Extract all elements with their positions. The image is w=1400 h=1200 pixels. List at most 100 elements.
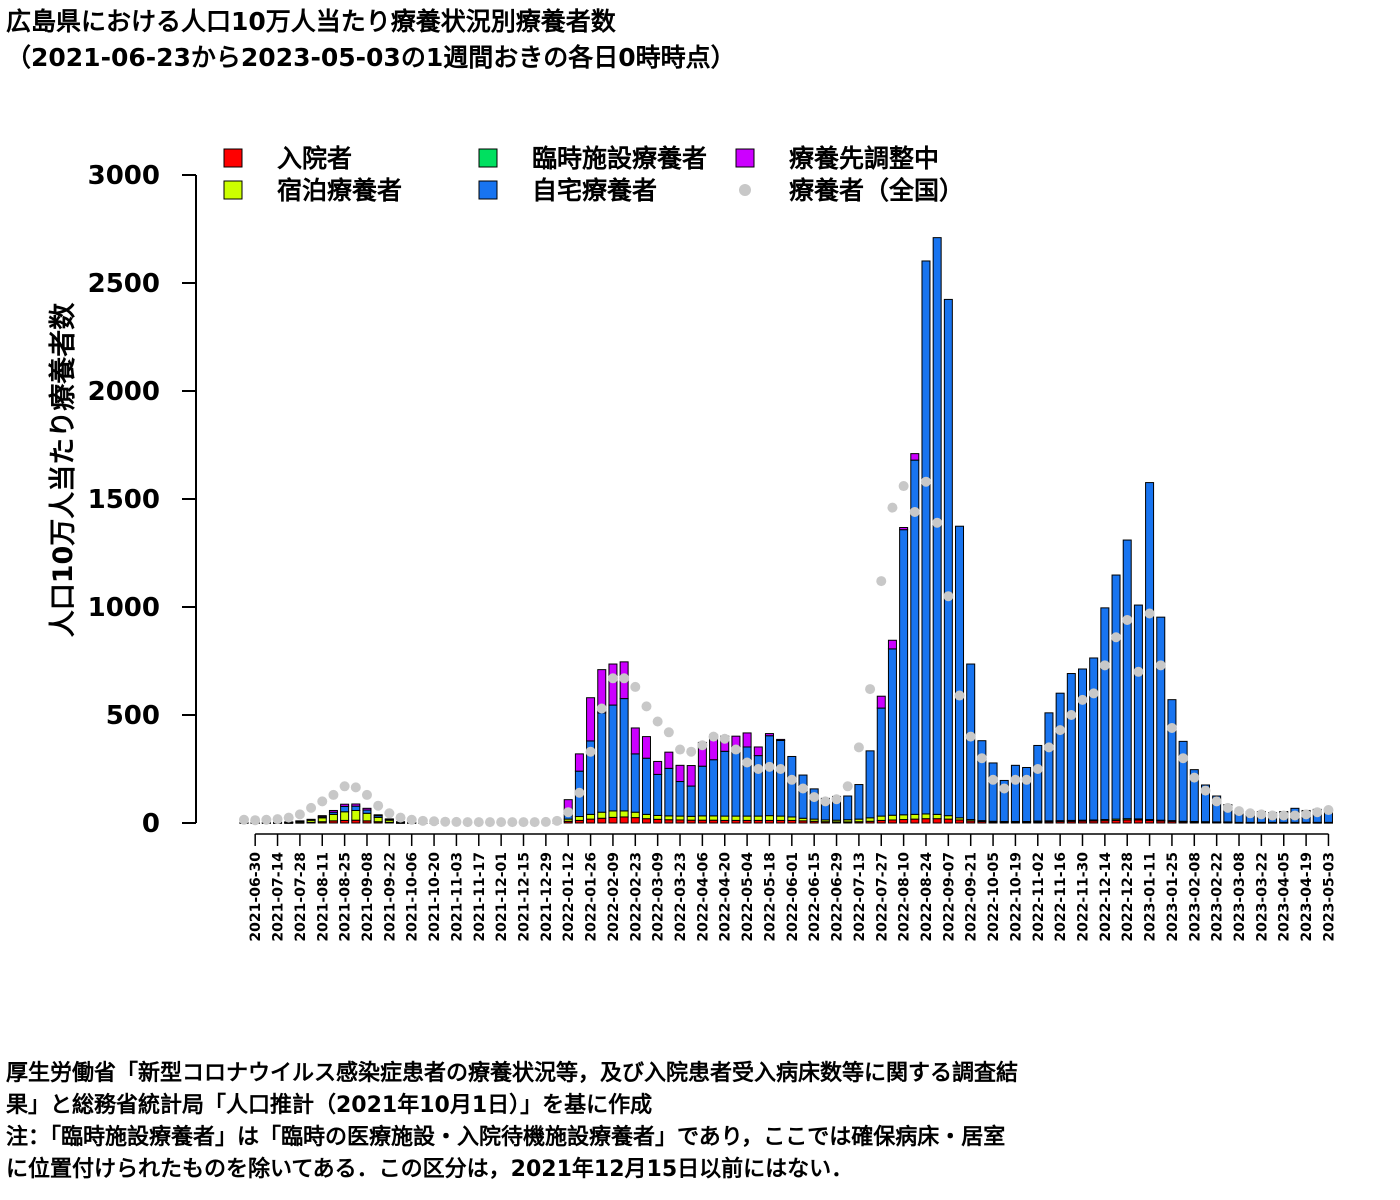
bar-segment bbox=[1100, 607, 1110, 821]
bar-segment bbox=[586, 813, 596, 820]
bar-segment bbox=[697, 815, 707, 821]
bar-segment bbox=[1145, 482, 1155, 821]
bar-segment bbox=[630, 727, 640, 755]
footnote-line-1: 注：「臨時施設療養者」は「臨時の医療施設・入院待機施設療養者」であり，ここでは確… bbox=[6, 1125, 1006, 1150]
national-point bbox=[1222, 802, 1233, 813]
x-tick-label: 2022-02-23 bbox=[628, 852, 644, 942]
bar-segment bbox=[619, 698, 629, 812]
bar-segment bbox=[1189, 769, 1199, 822]
bar-segment bbox=[1022, 766, 1032, 822]
chart-subtitle: （2021-06-23から2023-05-03の1週間おきの各日0時時点） bbox=[6, 43, 736, 72]
x-tick-label: 2021-07-28 bbox=[293, 852, 309, 942]
bar-segment bbox=[932, 818, 942, 824]
national-point bbox=[708, 731, 719, 742]
legend-label: 療養先調整中 bbox=[789, 144, 939, 173]
national-point bbox=[406, 814, 417, 825]
national-point bbox=[395, 812, 406, 823]
bar-segment bbox=[362, 807, 372, 811]
national-point bbox=[250, 815, 261, 826]
bar-segment bbox=[664, 751, 674, 769]
bar-segment bbox=[675, 815, 685, 821]
national-point bbox=[607, 673, 618, 684]
national-point bbox=[328, 789, 339, 800]
bar-segment bbox=[742, 746, 752, 817]
national-point bbox=[630, 681, 641, 692]
x-tick-label: 2023-05-03 bbox=[1321, 852, 1337, 942]
y-tick-label: 500 bbox=[106, 701, 160, 731]
x-tick-label: 2022-11-16 bbox=[1053, 852, 1069, 942]
bar-segment bbox=[340, 811, 350, 821]
bar-segment bbox=[1200, 784, 1210, 823]
national-point bbox=[920, 476, 931, 487]
bar-segment bbox=[574, 753, 584, 772]
bar-segment bbox=[943, 815, 953, 820]
x-tick-label: 2022-09-21 bbox=[964, 852, 980, 942]
bar-segment bbox=[384, 818, 394, 820]
national-point bbox=[932, 517, 943, 528]
bar-segment bbox=[798, 774, 808, 819]
national-point bbox=[876, 576, 887, 587]
bar-segment bbox=[619, 810, 629, 818]
national-point bbox=[574, 787, 585, 798]
x-tick-label: 2022-11-02 bbox=[1031, 852, 1047, 942]
bar-segment bbox=[988, 762, 998, 822]
bar-segment bbox=[910, 813, 920, 820]
national-point bbox=[294, 809, 305, 820]
bar-segment bbox=[295, 820, 305, 822]
national-point bbox=[1178, 753, 1189, 764]
x-tick-label: 2021-06-30 bbox=[248, 852, 264, 942]
national-point bbox=[1200, 785, 1211, 796]
national-point bbox=[820, 796, 831, 807]
y-tick-label: 1500 bbox=[88, 485, 160, 515]
x-tick-label: 2022-04-20 bbox=[718, 852, 734, 942]
x-tick-label: 2023-03-22 bbox=[1254, 852, 1270, 942]
national-point bbox=[619, 673, 630, 684]
national-point bbox=[1021, 774, 1032, 785]
x-tick-label: 2022-06-15 bbox=[807, 852, 823, 942]
bar-segment bbox=[932, 813, 942, 820]
x-tick-label: 2022-07-27 bbox=[874, 852, 890, 942]
bar-segment bbox=[943, 298, 953, 817]
legend-label: 臨時施設療養者 bbox=[532, 144, 707, 173]
national-point bbox=[1133, 666, 1144, 677]
bar-segment bbox=[742, 815, 752, 821]
x-tick-label: 2022-12-14 bbox=[1098, 852, 1114, 942]
bar-segment bbox=[731, 746, 741, 817]
bar-segment bbox=[1078, 668, 1087, 821]
national-point bbox=[1010, 774, 1021, 785]
x-tick-label: 2021-12-01 bbox=[494, 852, 510, 942]
legend-label: 宿泊療養者 bbox=[277, 176, 402, 205]
national-point bbox=[1301, 809, 1312, 820]
legend-swatch bbox=[735, 148, 755, 168]
bar-segment bbox=[776, 739, 786, 817]
bar-segment bbox=[1178, 740, 1188, 822]
bar-segment bbox=[586, 818, 596, 824]
bar-segment bbox=[351, 809, 361, 821]
x-tick-label: 2021-08-11 bbox=[315, 852, 331, 942]
national-point bbox=[1166, 722, 1177, 733]
x-tick-label: 2023-04-05 bbox=[1277, 852, 1293, 942]
bar-segment bbox=[351, 803, 361, 807]
bar-segment bbox=[653, 773, 663, 816]
national-point bbox=[1066, 710, 1077, 720]
bar-segment bbox=[697, 765, 707, 817]
bar-segment bbox=[899, 527, 909, 531]
national-point bbox=[764, 761, 775, 772]
x-tick-label: 2022-06-01 bbox=[785, 852, 801, 942]
bar-segment bbox=[1066, 673, 1076, 821]
x-tick-label: 2022-10-05 bbox=[986, 852, 1002, 942]
chart-title: 広島県における人口10万人当たり療養状況別療養者数 bbox=[6, 7, 616, 36]
bar-segment bbox=[1055, 692, 1065, 822]
bar-segment bbox=[597, 712, 607, 813]
bar-segment bbox=[641, 813, 651, 820]
national-point bbox=[317, 796, 328, 807]
national-point bbox=[898, 481, 909, 492]
national-point bbox=[596, 703, 607, 714]
x-tick-label: 2022-04-06 bbox=[695, 852, 711, 942]
x-tick-label: 2021-10-06 bbox=[405, 852, 421, 942]
bar-segment bbox=[1156, 616, 1166, 821]
bar-segment bbox=[977, 740, 987, 822]
bar-segment bbox=[328, 813, 338, 822]
bar-segment bbox=[764, 733, 774, 737]
x-tick-label: 2023-01-25 bbox=[1165, 852, 1181, 942]
